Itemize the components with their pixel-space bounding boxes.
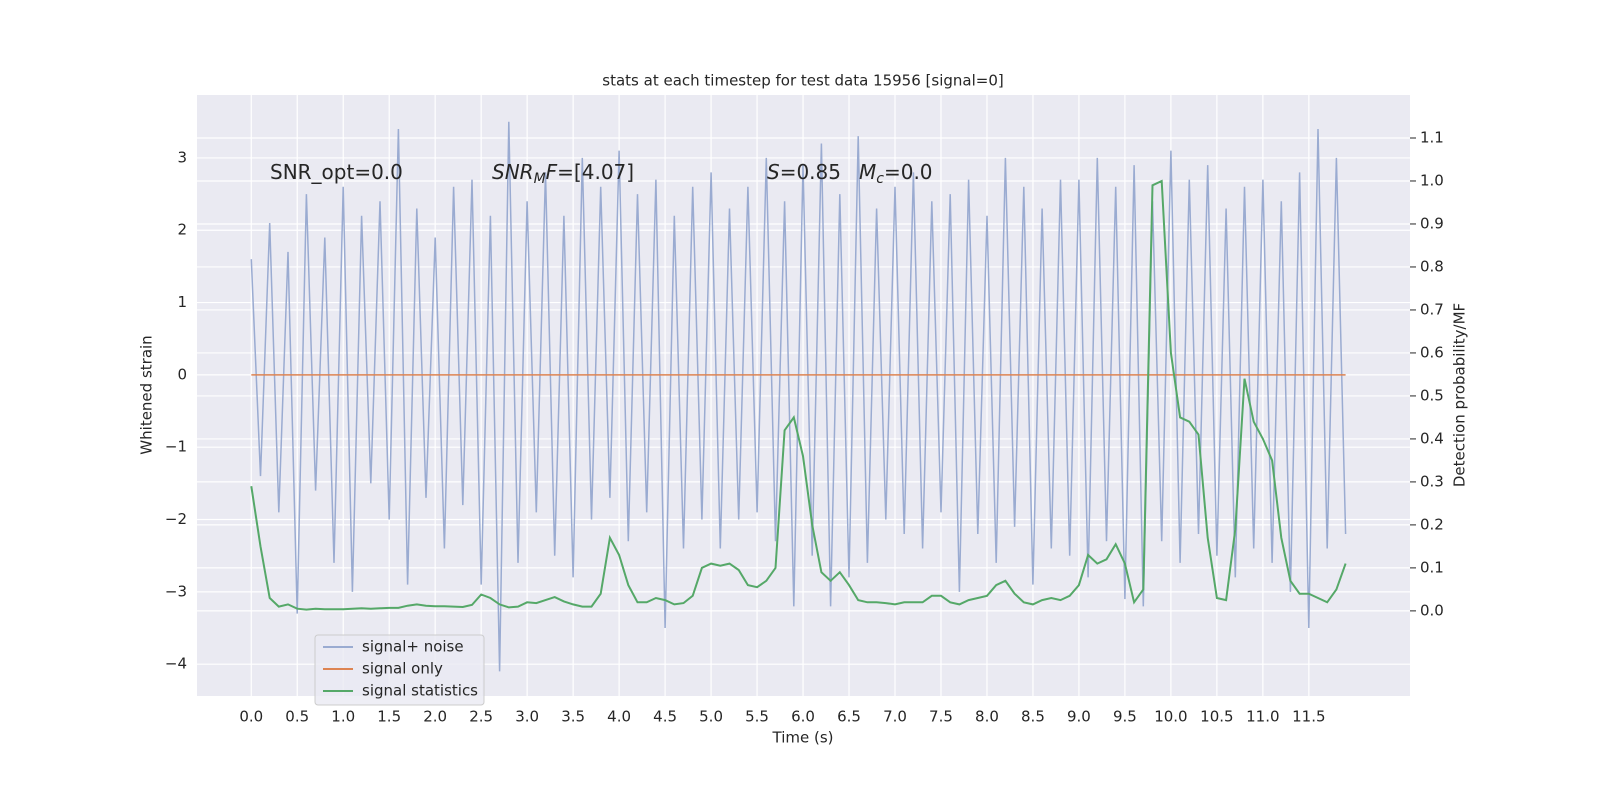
annotation-part: M	[859, 160, 876, 184]
legend-label: signal+ noise	[362, 638, 464, 656]
x-tick-label: 9.0	[1067, 708, 1091, 726]
x-tick-label: 6.5	[837, 708, 861, 726]
x-tick-label: 11.0	[1246, 708, 1279, 726]
x-tick-label: 7.5	[929, 708, 953, 726]
legend-label: signal statistics	[362, 682, 478, 700]
y2-tick-label: 1.1	[1420, 128, 1444, 146]
y-tick-label: −3	[165, 582, 187, 600]
y-tick-label: 3	[177, 148, 187, 166]
x-tick-label: 5.5	[745, 708, 769, 726]
annotation-part: SNR_opt=0.0	[270, 160, 403, 184]
x-tick-label: 3.0	[515, 708, 539, 726]
y2-tick-label: 0.4	[1420, 429, 1444, 447]
annotation: SNR_opt=0.0	[270, 160, 403, 184]
x-tick-label: 2.5	[469, 708, 493, 726]
x-tick-label: 3.5	[561, 708, 585, 726]
x-tick-label: 1.5	[377, 708, 401, 726]
annotation-part: =0.0	[884, 160, 933, 184]
y2-tick-label: 0.2	[1420, 515, 1444, 533]
legend-box	[314, 634, 485, 706]
x-tick-label: 2.0	[423, 708, 447, 726]
y-tick-label: 0	[177, 365, 187, 383]
y-tick-label: 2	[177, 221, 187, 239]
annotation-part: S	[767, 160, 780, 184]
x-tick-label: 10.5	[1200, 708, 1233, 726]
annotation: Mc=0.0	[859, 160, 933, 188]
y2-tick-label: 0.5	[1420, 386, 1444, 404]
annotation: S=0.85	[767, 160, 841, 184]
x-tick-label: 4.0	[607, 708, 631, 726]
y2-tick-label: 0.6	[1420, 343, 1444, 361]
y2-tick-label: 0.9	[1420, 214, 1444, 232]
x-tick-label: 11.5	[1292, 708, 1325, 726]
x-tick-label: 8.5	[1021, 708, 1045, 726]
y2-axis-label: Detection probability/MF	[1451, 303, 1469, 487]
y2-tick-label: 0.3	[1420, 472, 1444, 490]
x-tick-label: 1.0	[331, 708, 355, 726]
x-axis-label: Time (s)	[772, 729, 834, 747]
legend-label: signal only	[362, 660, 443, 678]
y2-tick-label: 0.8	[1420, 257, 1444, 275]
x-tick-label: 9.5	[1113, 708, 1137, 726]
annotation-part: =[4.07]	[557, 160, 634, 184]
annotation-part: =0.85	[780, 160, 841, 184]
annotation-part: F	[546, 160, 558, 184]
x-tick-label: 7.0	[883, 708, 907, 726]
y2-tick-label: 1.0	[1420, 171, 1444, 189]
y2-tick-label: 0.1	[1420, 558, 1444, 576]
x-tick-label: 0.0	[239, 708, 263, 726]
y-tick-label: 1	[177, 293, 187, 311]
x-tick-label: 0.5	[285, 708, 309, 726]
y-axis-label: Whitened strain	[138, 335, 156, 454]
chart-title: stats at each timestep for test data 159…	[602, 72, 1003, 90]
annotation: SNRMF=[4.07]	[492, 160, 634, 188]
annotation-part: M	[534, 171, 546, 187]
x-tick-label: 8.0	[975, 708, 999, 726]
x-tick-label: 4.5	[653, 708, 677, 726]
y2-tick-label: 0.0	[1420, 601, 1444, 619]
y-tick-label: −1	[165, 438, 187, 456]
series-line	[250, 121, 1347, 672]
y-tick-label: −4	[165, 655, 187, 673]
y-tick-label: −2	[165, 510, 187, 528]
y2-tick-label: 0.7	[1420, 300, 1444, 318]
x-tick-label: 6.0	[791, 708, 815, 726]
series-line	[250, 179, 1347, 611]
x-tick-label: 10.0	[1154, 708, 1187, 726]
annotation-part: SNR	[492, 160, 534, 184]
x-tick-label: 5.0	[699, 708, 723, 726]
annotation-part: c	[876, 171, 884, 187]
